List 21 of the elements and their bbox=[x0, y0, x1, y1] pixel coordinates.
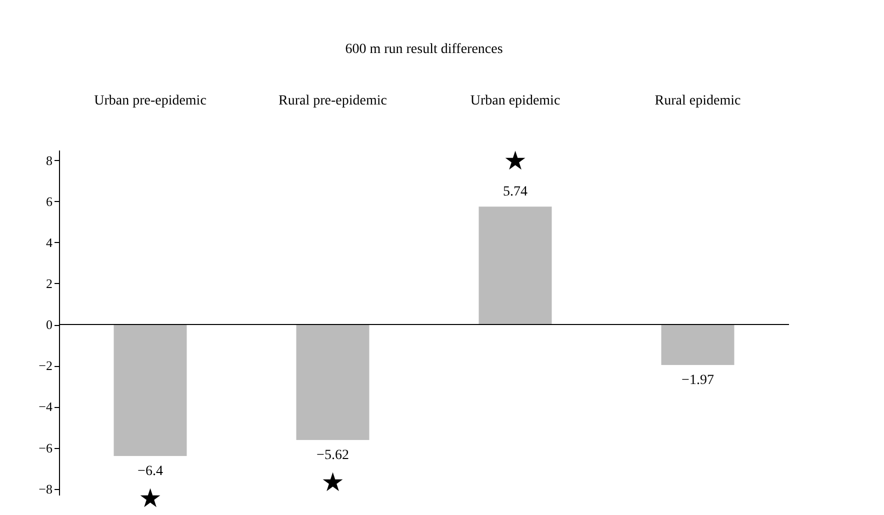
y-tick-label: 2 bbox=[46, 276, 52, 291]
x-tick-label: Rural epidemic bbox=[654, 94, 741, 108]
y-tick-label: 4 bbox=[46, 234, 53, 250]
x-tick-label: Rural pre-epidemic bbox=[278, 94, 387, 108]
y-tick-label: −6 bbox=[38, 440, 53, 456]
y-tick-label: −4 bbox=[38, 399, 53, 414]
data-label: 5.74 bbox=[503, 184, 528, 200]
x-tick-label: Urban epidemic bbox=[470, 94, 560, 108]
y-tick-label: 6 bbox=[46, 194, 53, 209]
annotation: ★ bbox=[321, 468, 344, 498]
data-label: −5.62 bbox=[316, 448, 349, 463]
annotation: ★ bbox=[138, 484, 162, 514]
y-tick-label: 8 bbox=[46, 152, 52, 168]
y-tick-label: 0 bbox=[46, 317, 52, 332]
data-label: −1.97 bbox=[682, 373, 714, 388]
data-label: −6.4 bbox=[138, 464, 163, 479]
x-tick-label: Urban pre-epidemic bbox=[94, 94, 206, 108]
chart-title: 600 m run result differences bbox=[345, 42, 503, 57]
y-tick-label: −2 bbox=[38, 358, 52, 374]
y-tick-label: −8 bbox=[38, 481, 52, 496]
annotation: ★ bbox=[504, 146, 527, 177]
